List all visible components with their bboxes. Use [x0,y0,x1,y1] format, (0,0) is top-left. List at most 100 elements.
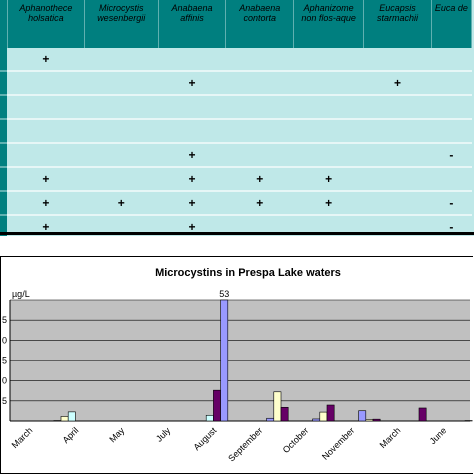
table-cell [84,95,159,120]
table-cell: + [293,167,364,192]
table-cell: + [158,215,226,236]
header-corner-cell [0,0,9,48]
table-header-row: Aphanothece holsatica Microcystis wesenbe… [0,0,473,48]
x-tick-label: June [428,425,449,446]
table-cell [7,119,85,144]
table-cell [363,191,432,216]
table-cell [225,95,294,120]
data-bar [326,404,335,422]
table-cell: + [84,191,159,216]
x-tick-label: July [154,425,173,444]
table-cell [225,143,294,168]
data-bar [213,389,221,422]
row-header-cell [0,167,8,192]
table-cell [293,48,364,72]
table-row: + [0,48,472,72]
table-row: + + + + [0,167,472,192]
table-row: + + [0,71,472,96]
table-cell [84,167,159,192]
table-cell: + [363,71,432,96]
species-table-panel: Aphanothece holsatica Microcystis wesenbe… [0,0,474,236]
table-cell: - [431,215,472,236]
table-cell [7,71,85,96]
table-cell [158,119,226,144]
y-tick-label: 0 [2,335,7,345]
table-cell: + [158,143,226,168]
x-tick-label: November [320,425,356,461]
table-cell [363,48,432,72]
table-cell [84,71,159,96]
row-header-cell [0,95,8,120]
table-row: + + + + + - [0,191,472,216]
table-row: + - [0,143,472,168]
column-header: Anabaena contorta [225,0,295,48]
data-bar [220,299,229,422]
table-cell [363,95,432,120]
table-cell [293,71,364,96]
table-cell [84,119,159,144]
y-tick-label: 0 [2,376,7,386]
table-cell [158,48,226,72]
table-cell [225,215,294,236]
table-cell [293,119,364,144]
data-bar [266,417,275,422]
table-cell: - [431,143,472,168]
table-row [0,119,472,144]
table-cell: + [158,167,226,192]
row-header-cell [0,215,8,236]
data-bar [205,414,214,422]
row-header-cell [0,48,8,72]
y-tick-label: 5 [2,356,7,366]
data-bar [312,418,321,422]
column-header: Anabaena affinis [158,0,227,48]
data-bar [280,407,289,422]
table-cell [225,48,294,72]
data-bar [372,418,381,422]
table-cell: + [225,191,294,216]
table-cell: + [225,167,294,192]
table-cell [431,71,472,96]
table-cell [225,119,294,144]
table-cell: + [293,191,364,216]
data-bar [358,410,367,422]
table-cell [293,143,364,168]
table-body: + + + + - + + + + + + + + + - + + - [0,48,472,236]
table-cell [293,95,364,120]
table-cell [225,71,294,96]
table-cell [431,48,472,72]
table-cell [7,143,85,168]
table-cell [363,119,432,144]
column-header: Aphanizome non flos-aque [293,0,365,48]
table-cell [363,167,432,192]
species-table: Aphanothece holsatica Microcystis wesenbe… [0,0,473,236]
table-cell: + [158,191,226,216]
chart-title: Microcystins in Prespa Lake waters [155,267,341,279]
table-cell [431,95,472,120]
table-cell: + [7,167,85,192]
data-bar [273,391,282,422]
table-cell: + [7,48,85,72]
table-cell [7,95,85,120]
microcystins-chart: Microcystins in Prespa Lake waters µg/L … [2,267,473,464]
table-row [0,95,472,120]
table-cell [84,143,159,168]
column-header: Euca de [431,0,473,48]
row-header-cell [0,71,8,96]
table-row: + + - [0,215,472,236]
x-tick-label: October [281,425,311,455]
table-cell [363,143,432,168]
table-cell [158,95,226,120]
x-tick-label: March [378,425,403,450]
data-bar [60,416,69,422]
table-cell [363,215,432,236]
data-bar [418,407,427,422]
x-tick-label: May [107,425,126,444]
data-bar [319,411,328,422]
table-cell [431,167,472,192]
data-bar [365,419,374,422]
y-tick-label: 5 [2,396,7,406]
table-cell [293,215,364,236]
data-label: 53 [219,289,229,299]
table-cell: + [158,71,226,96]
data-bar [67,411,76,422]
